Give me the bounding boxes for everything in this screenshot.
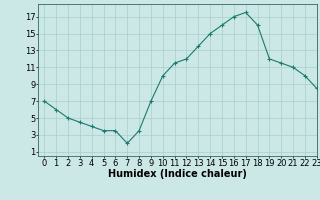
X-axis label: Humidex (Indice chaleur): Humidex (Indice chaleur) [108,169,247,179]
